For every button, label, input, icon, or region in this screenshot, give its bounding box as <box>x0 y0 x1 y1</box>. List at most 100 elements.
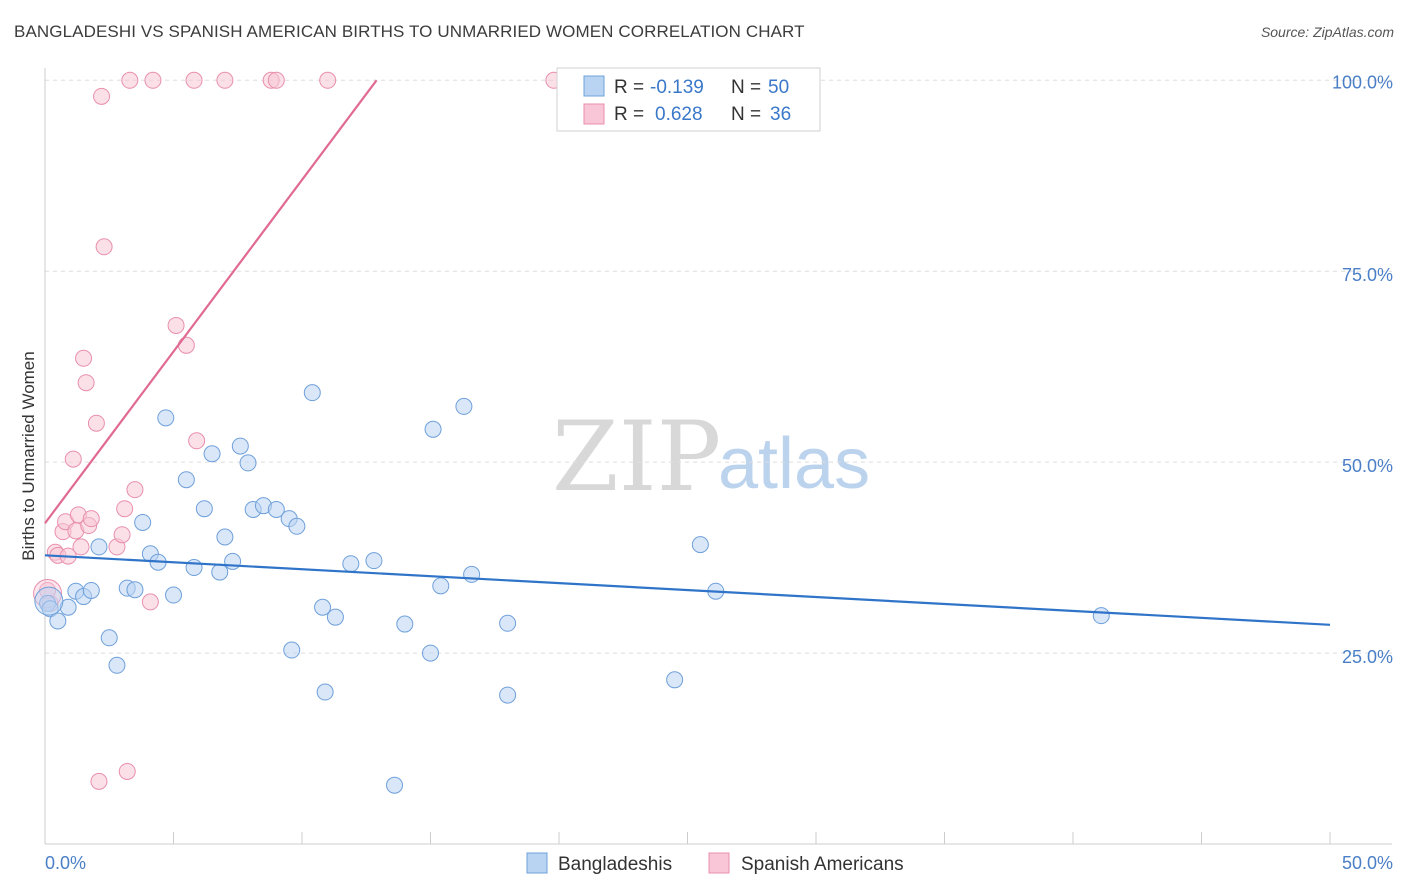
spanish-americans-point <box>319 71 337 89</box>
bangladeshis-point <box>157 409 175 427</box>
chart-title: BANGLADESHI VS SPANISH AMERICAN BIRTHS T… <box>14 22 805 41</box>
bangladeshis-point <box>203 445 221 463</box>
y-tick-label-75: 75.0% <box>1342 265 1393 285</box>
legend-r-value-2: 0.628 <box>655 104 703 125</box>
bangladeshis-point <box>224 552 242 570</box>
bangladeshis-point <box>49 612 67 630</box>
spanish-americans-point <box>64 450 82 468</box>
spanish-americans-point <box>121 71 139 89</box>
bangladeshis-point <box>185 559 203 577</box>
bangladeshis-point <box>108 656 126 674</box>
legend-n-value-2: 36 <box>770 104 791 125</box>
bangladeshis-point <box>82 581 100 599</box>
bottom-legend-swatch-bangladeshis <box>526 852 548 874</box>
bangladeshis-point <box>1092 607 1110 625</box>
spanish-americans-point <box>177 336 195 354</box>
bangladeshis-point <box>422 644 439 662</box>
bangladeshis-point <box>499 686 517 704</box>
source-label: Source: ZipAtlas.com <box>1260 24 1394 40</box>
bangladeshis-point <box>666 671 684 689</box>
spanish-americans-point <box>75 349 93 367</box>
spanish-americans-point <box>95 238 113 256</box>
y-tick-label-25: 25.0% <box>1342 647 1393 667</box>
bangladeshis-point <box>134 513 152 531</box>
bangladeshis-point <box>303 384 321 402</box>
bangladeshis-point <box>211 563 229 581</box>
spanish-americans-point <box>167 316 185 334</box>
bangladeshis-point <box>195 500 213 518</box>
bangladeshis-point <box>41 600 59 618</box>
spanish-americans-point <box>82 510 100 528</box>
bangladeshis-point <box>455 397 473 415</box>
spanish-americans-point <box>216 71 234 89</box>
x-tick-label-max: 50.0% <box>1342 853 1393 873</box>
legend-n-value-1: 50 <box>768 77 789 98</box>
spanish-americans-point <box>118 762 136 780</box>
watermark-zip: ZIP <box>552 401 721 513</box>
bangladeshis-point <box>216 528 234 546</box>
spanish-americans-point <box>93 87 111 105</box>
bangladeshis-point <box>239 454 257 472</box>
spanish-americans-point <box>267 71 285 89</box>
spanish-americans-point <box>87 414 105 432</box>
bangladeshis-point <box>396 615 414 633</box>
trend-lines <box>44 79 1331 626</box>
spanish-americans-point <box>116 500 134 518</box>
spanish-americans-point <box>185 71 203 89</box>
bangladeshis-point <box>432 577 450 595</box>
bottom-legend-label-spanish-americans: Spanish Americans <box>741 854 904 875</box>
x-tick-label-min: 0.0% <box>45 853 86 873</box>
spanish-americans-point <box>113 526 131 544</box>
bangladeshis-point-large <box>34 586 64 616</box>
bangladeshis-point <box>386 776 404 794</box>
bangladeshis-point <box>59 598 77 616</box>
bottom-legend-label-bangladeshis: Bangladeshis <box>558 854 672 875</box>
bangladeshis-points <box>34 384 1110 794</box>
bangladeshis-point <box>424 420 442 438</box>
correlation-legend: R = -0.139 N = 50 R = 0.628 N = 36 <box>556 67 821 132</box>
legend-r-label-2: R = <box>614 104 644 125</box>
spanish-americans-point <box>126 481 144 499</box>
legend-swatch-spanish-americans <box>583 103 605 125</box>
bangladeshis-point <box>283 641 301 659</box>
bangladeshis-point <box>177 471 195 489</box>
spanish-americans-point <box>144 71 162 89</box>
bangladeshis-point <box>463 565 481 583</box>
bottom-legend-swatch-spanish-americans <box>708 852 730 874</box>
y-tick-labels: 25.0% 50.0% 75.0% 100.0% <box>1332 72 1393 667</box>
bangladeshis-point <box>165 586 182 604</box>
bangladeshis-point <box>342 555 360 573</box>
legend-r-value-1: -0.139 <box>650 77 704 98</box>
legend-swatch-bangladeshis <box>583 75 605 97</box>
series-legend: Bangladeshis Spanish Americans <box>526 852 904 875</box>
bangladeshis-point <box>267 500 285 518</box>
bangladeshis-point <box>90 538 108 556</box>
x-tick-marks <box>44 832 1331 844</box>
bangladeshis-point <box>316 683 334 701</box>
spanish-americans-point <box>141 593 159 611</box>
spanish-americans-trend-line <box>44 79 378 524</box>
spanish-americans-point <box>77 374 95 392</box>
bangladeshis-point <box>365 552 383 570</box>
spanish-americans-point <box>188 432 206 450</box>
bangladeshis-point <box>100 629 118 647</box>
bangladeshis-point <box>326 608 344 626</box>
spanish-americans-point <box>90 772 108 790</box>
axes <box>44 68 1392 845</box>
bangladeshis-point <box>231 437 249 455</box>
bangladeshis-point <box>691 536 709 554</box>
y-axis-label: Births to Unmarried Women <box>19 351 38 560</box>
legend-r-label-1: R = <box>614 77 644 98</box>
bangladeshis-point <box>499 614 517 632</box>
bangladeshis-trend-line <box>44 554 1331 626</box>
bangladeshis-point <box>314 598 332 616</box>
y-tick-label-100: 100.0% <box>1332 72 1393 92</box>
spanish-americans-point <box>72 538 90 556</box>
spanish-americans-points <box>33 71 563 790</box>
bangladeshis-point <box>126 581 144 599</box>
y-tick-label-50: 50.0% <box>1342 456 1393 476</box>
watermark-atlas: atlas <box>718 424 870 504</box>
legend-n-label-2: N = <box>731 104 761 125</box>
bangladeshis-point <box>288 517 306 535</box>
